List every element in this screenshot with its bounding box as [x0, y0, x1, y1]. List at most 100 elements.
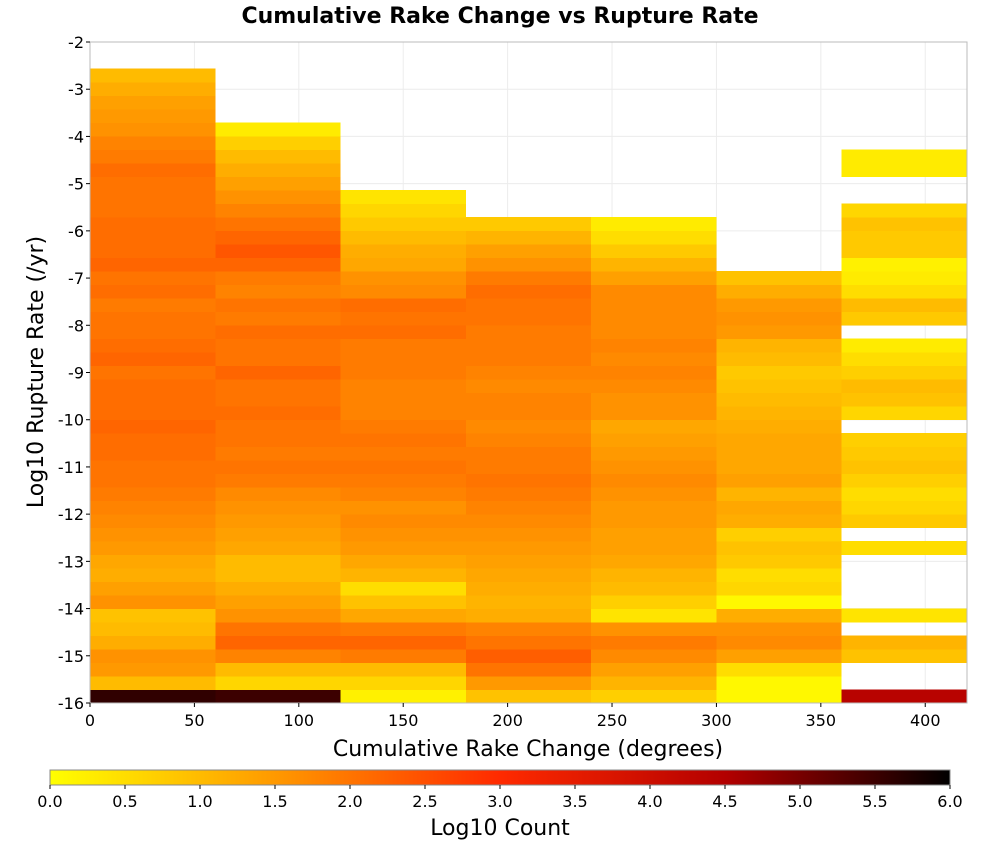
x-tick-label: 150 [388, 711, 419, 730]
heatmap-cell [591, 311, 717, 326]
heatmap-cell [90, 594, 216, 610]
heatmap-cell [465, 432, 592, 448]
heatmap-cell [841, 432, 967, 448]
heatmap-cell [90, 554, 216, 569]
heatmap-cell [591, 675, 717, 691]
x-axis-label: Cumulative Rake Change (degrees) [333, 737, 723, 762]
heatmap-cell [591, 216, 717, 231]
heatmap-cell [90, 216, 216, 231]
heatmap-cell [465, 581, 592, 596]
heatmap-cell [340, 689, 466, 704]
heatmap-cell [465, 311, 592, 326]
heatmap-cell [591, 324, 717, 340]
heatmap-cell [90, 68, 216, 83]
heatmap-cell [340, 378, 466, 394]
colorbar-tick-label: 5.0 [787, 792, 812, 811]
heatmap-cell [716, 513, 842, 529]
x-tick-label: 350 [806, 711, 837, 730]
heatmap-cell [716, 500, 842, 515]
heatmap-cell [90, 338, 216, 353]
y-axis-ticks: -2 -3 -4 -5 -6 -7 -8 -9 -10 -11 -12 -13 -14 -15 -16 [58, 33, 90, 713]
heatmap-cell [591, 662, 717, 677]
heatmap-cell [340, 662, 466, 677]
heatmap-cell [465, 270, 592, 285]
heatmap-cell [465, 594, 592, 610]
heatmap-cell [340, 365, 466, 380]
heatmap-cell [716, 581, 842, 596]
heatmap-cell [340, 338, 466, 353]
colorbar-ticks: 0.0 0.5 1.0 1.5 2.0 2.5 3.0 3.5 4.0 4.5 5.0 5.5 6.0 [37, 785, 963, 811]
heatmap-cell [215, 338, 341, 353]
heatmap-cell [591, 513, 717, 529]
y-tick-label: -15 [58, 647, 84, 666]
heatmap-cell [90, 257, 216, 272]
heatmap-cell [465, 338, 592, 353]
heatmap-cell [90, 432, 216, 448]
y-tick-label: -10 [58, 411, 84, 430]
heatmap-cell [215, 554, 341, 569]
chart-title: Cumulative Rake Change vs Rupture Rate [241, 4, 758, 29]
heatmap-cell [90, 324, 216, 340]
x-tick-label: 200 [492, 711, 523, 730]
colorbar-tick-label: 6.0 [937, 792, 962, 811]
heatmap-cell [465, 500, 592, 515]
heatmap-cell [340, 230, 466, 245]
heatmap-cell [841, 500, 967, 515]
heatmap-cell [90, 297, 216, 312]
heatmap-cell [716, 554, 842, 569]
heatmap-cell [215, 149, 341, 164]
heatmap-cell [716, 459, 842, 475]
colorbar-tick-label: 3.5 [562, 792, 587, 811]
x-tick-label: 300 [701, 711, 732, 730]
heatmap-cell [90, 351, 216, 367]
heatmap-cell [716, 689, 842, 704]
heatmap-cell [841, 338, 967, 353]
heatmap-cell [591, 365, 717, 380]
heatmap-cell [215, 230, 341, 245]
heatmap-cell [90, 527, 216, 542]
colorbar-label: Log10 Count [430, 816, 570, 841]
heatmap-cell [215, 527, 341, 542]
heatmap-cell [716, 473, 842, 488]
heatmap-cell [215, 162, 341, 177]
colorbar-tick-label: 0.5 [112, 792, 137, 811]
heatmap-cell [841, 648, 967, 664]
heatmap-cell [340, 419, 466, 434]
heatmap-cell [465, 648, 592, 664]
heatmap-cell [591, 392, 717, 407]
heatmap-cell [841, 284, 967, 299]
heatmap-cell [215, 621, 341, 637]
heatmap-cell [465, 486, 592, 502]
heatmap-cell [340, 473, 466, 488]
heatmap-cell [340, 567, 466, 583]
heatmap-cell [340, 540, 466, 556]
y-tick-label: -2 [68, 33, 84, 52]
heatmap-cell [340, 311, 466, 326]
heatmap-cell [340, 257, 466, 272]
colorbar-tick-label: 5.5 [862, 792, 887, 811]
heatmap-cell [465, 351, 592, 367]
heatmap-cell [90, 405, 216, 421]
heatmap-cell [841, 297, 967, 312]
heatmap-cell [465, 621, 592, 637]
heatmap-cell [841, 203, 967, 218]
heatmap-cell [215, 662, 341, 677]
heatmap-cell [841, 459, 967, 475]
heatmap-cell [716, 378, 842, 394]
heatmap-cell [90, 635, 216, 650]
heatmap-cell [90, 473, 216, 488]
heatmap-cell [215, 392, 341, 407]
heatmap-cell [215, 459, 341, 475]
heatmap-cell [465, 473, 592, 488]
heatmap-cell [215, 432, 341, 448]
heatmap-cell [716, 297, 842, 312]
heatmap-cell [591, 567, 717, 583]
heatmap-cell [841, 540, 967, 556]
heatmap-cell [591, 486, 717, 502]
heatmap-cell [90, 95, 216, 110]
heatmap-cell [215, 689, 341, 704]
colorbar-tick-label: 3.0 [487, 792, 512, 811]
heatmap-cell [591, 554, 717, 569]
heatmap-cell [841, 365, 967, 380]
